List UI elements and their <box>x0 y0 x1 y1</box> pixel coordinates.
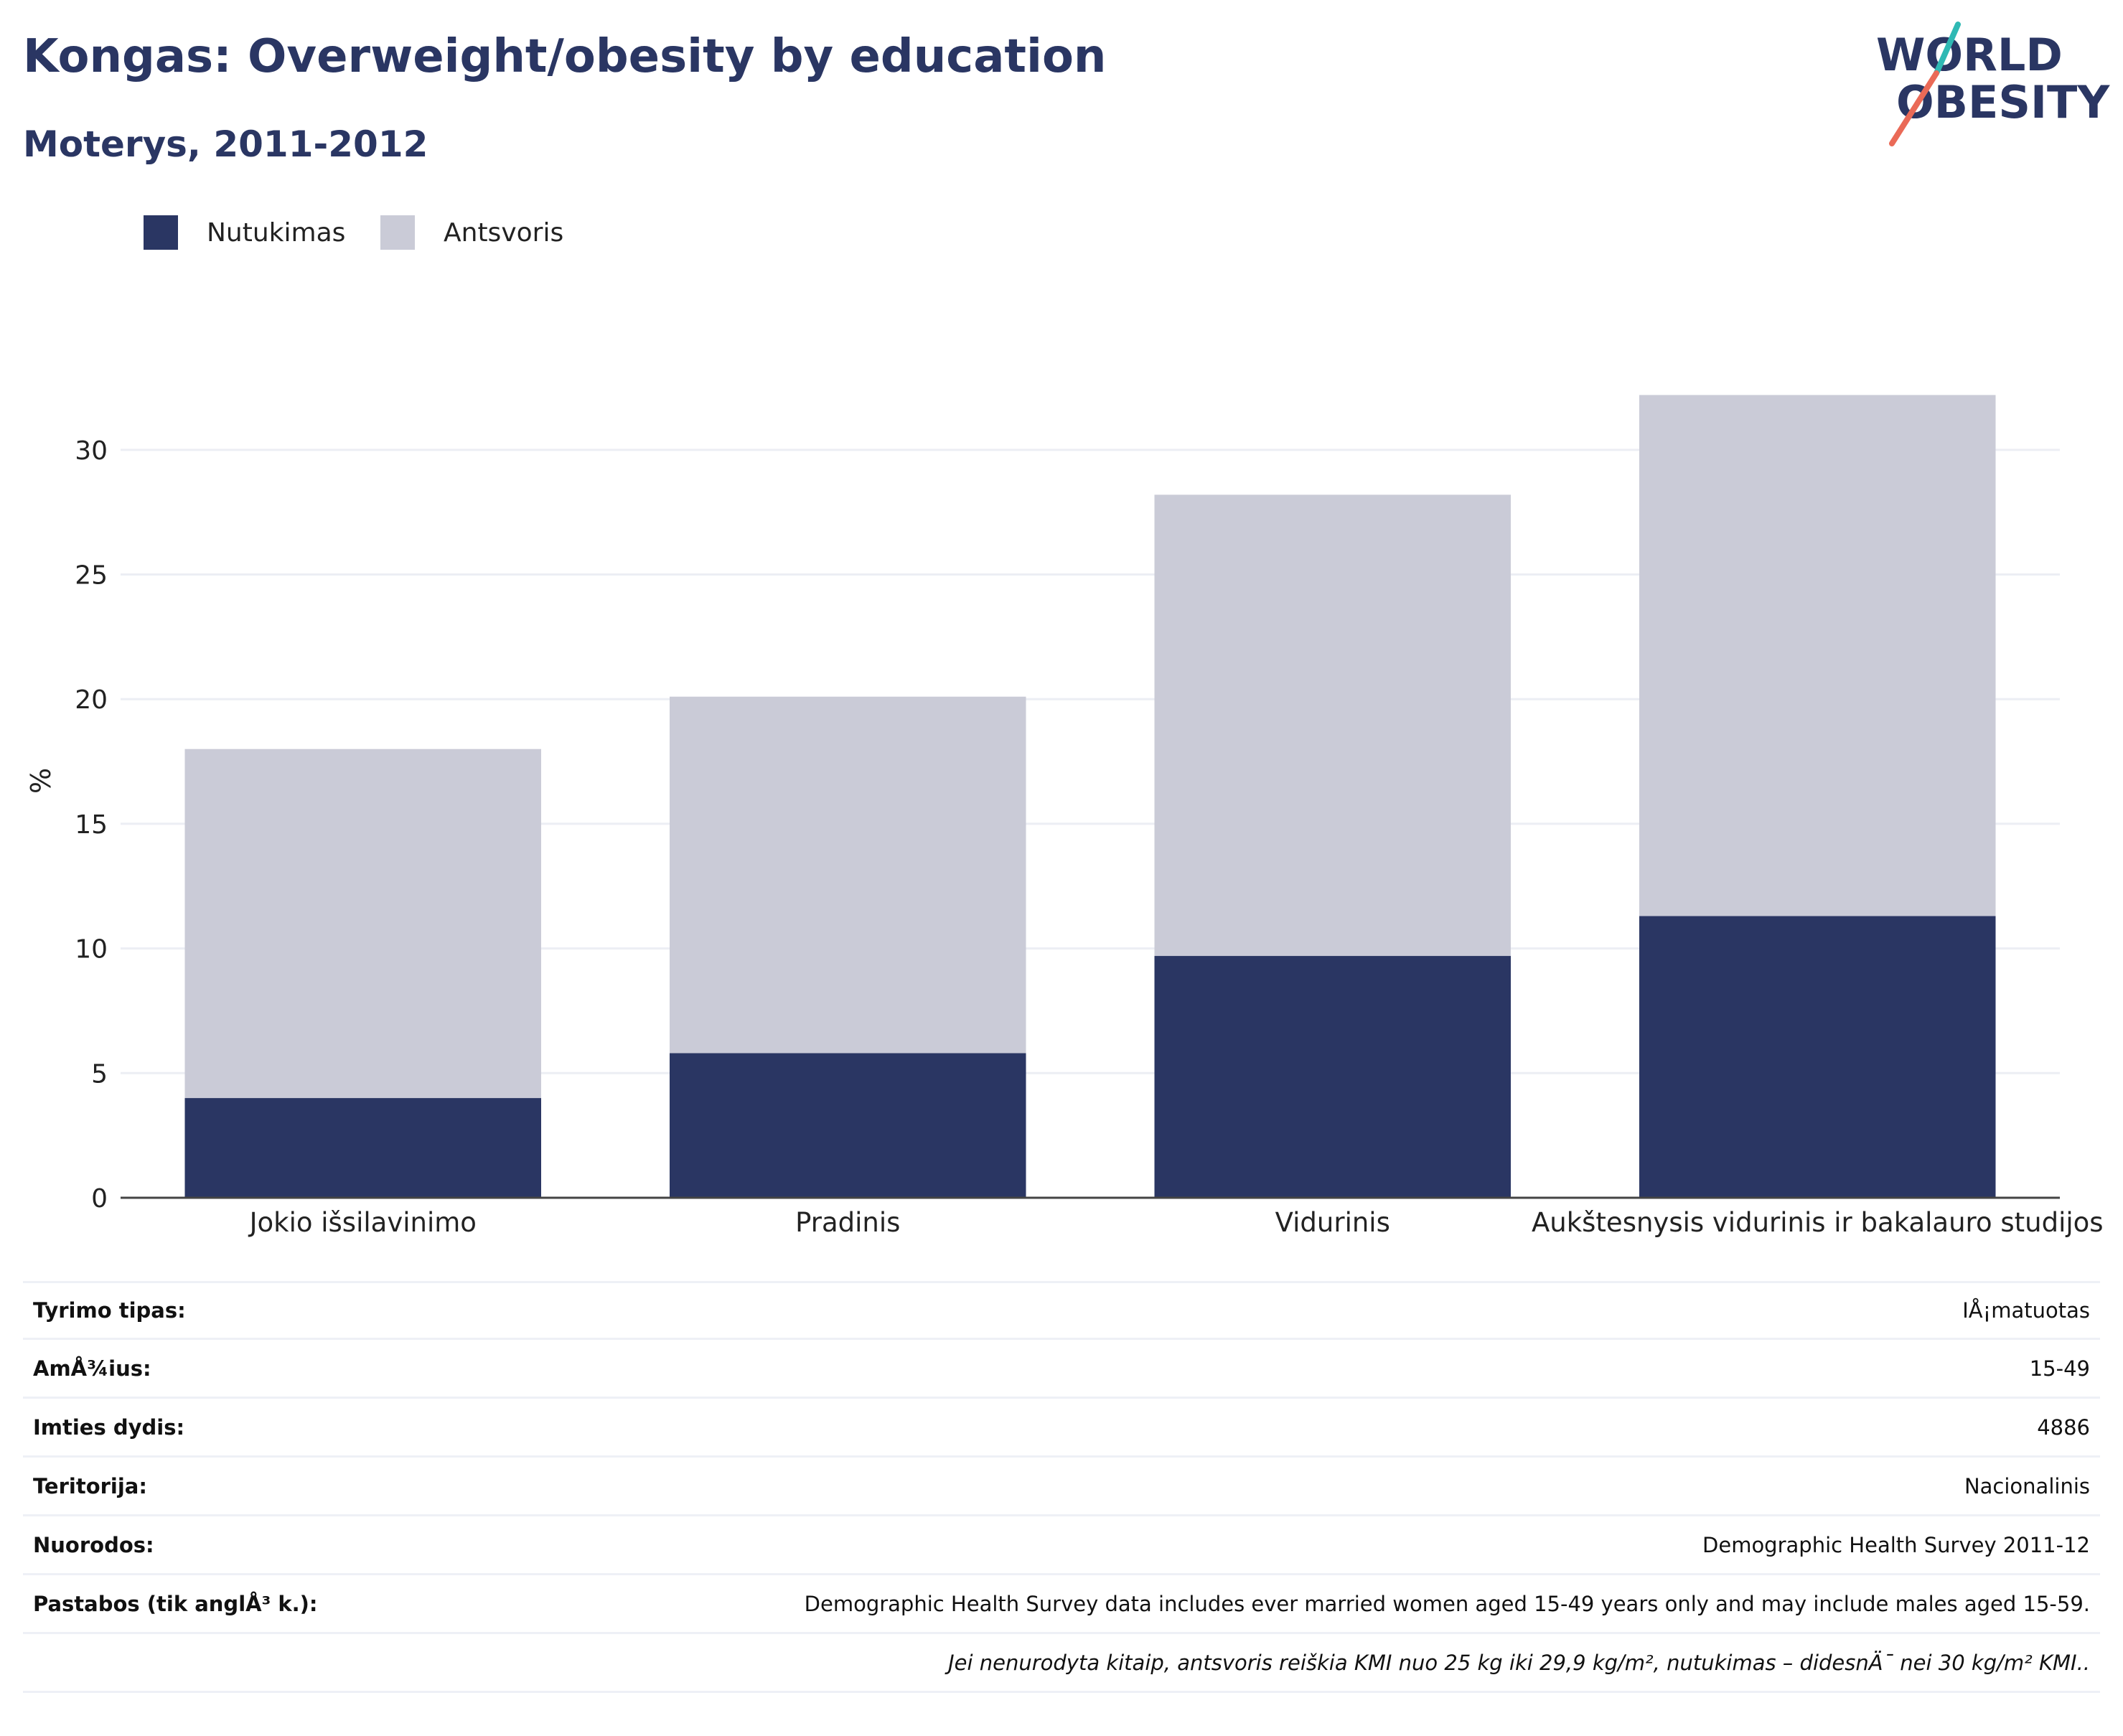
y-tick-label-30: 30 <box>75 436 108 466</box>
meta-row-sample-size: Imties dydis: 4886 <box>23 1399 2100 1458</box>
meta-row-age: AmÅ¾ius: 15-49 <box>23 1340 2100 1399</box>
survey-details-table: Tyrimo tipas: IÅ¡matuotas AmÅ¾ius: 15-49… <box>23 1281 2100 1693</box>
y-tick-label-20: 20 <box>75 685 108 715</box>
bar-antsvoris-2 <box>1155 494 1511 956</box>
bar-antsvoris-0 <box>185 749 541 1098</box>
meta-label-notes: Pastabos (tik anglÅ³ k.): <box>33 1592 318 1616</box>
bmi-definition-footnote: Jei nenurodyta kitaip, antsvoris reiškia… <box>948 1651 2090 1675</box>
x-tick-label-3: Aukštesnysis vidurinis ir bakalauro stud… <box>1532 1207 2104 1238</box>
meta-row-notes: Pastabos (tik anglÅ³ k.): Demographic He… <box>23 1575 2100 1634</box>
y-tick-label-0: 0 <box>91 1184 108 1214</box>
meta-label-survey-type: Tyrimo tipas: <box>33 1298 186 1323</box>
meta-row-references: Nuorodos: Demographic Health Survey 2011… <box>23 1516 2100 1575</box>
bar-nutukimas-2 <box>1155 956 1511 1198</box>
meta-row-survey-type: Tyrimo tipas: IÅ¡matuotas <box>23 1281 2100 1340</box>
meta-value-notes: Demographic Health Survey data includes … <box>805 1592 2090 1616</box>
y-tick-label-10: 10 <box>75 935 108 965</box>
footnote-row: Jei nenurodyta kitaip, antsvoris reiškia… <box>23 1634 2100 1693</box>
meta-value-territory: Nacionalinis <box>1964 1474 2090 1498</box>
meta-label-age: AmÅ¾ius: <box>33 1356 151 1381</box>
bar-nutukimas-3 <box>1639 916 1995 1198</box>
y-tick-label-5: 5 <box>91 1059 108 1089</box>
meta-label-references: Nuorodos: <box>33 1533 154 1557</box>
x-tick-label-2: Vidurinis <box>1275 1207 1390 1238</box>
meta-row-territory: Teritorija: Nacionalinis <box>23 1458 2100 1516</box>
bar-nutukimas-0 <box>185 1098 541 1198</box>
y-tick-label-25: 25 <box>75 561 108 591</box>
meta-value-survey-type: IÅ¡matuotas <box>1962 1298 2090 1323</box>
y-axis-label: % <box>25 768 57 794</box>
meta-value-references: Demographic Health Survey 2011-12 <box>1702 1533 2090 1557</box>
x-tick-label-1: Pradinis <box>795 1207 900 1238</box>
meta-value-sample-size: 4886 <box>2037 1415 2090 1440</box>
meta-label-sample-size: Imties dydis: <box>33 1415 184 1440</box>
bar-antsvoris-1 <box>670 697 1026 1054</box>
y-tick-label-15: 15 <box>75 810 108 840</box>
bar-nutukimas-1 <box>670 1054 1026 1198</box>
meta-label-territory: Teritorija: <box>33 1474 147 1498</box>
x-tick-label-0: Jokio išsilavinimo <box>248 1207 477 1238</box>
stacked-bar-chart: 0 5 10 15 20 25 30% Jokio išsilavinimo Pradinis V… <box>0 0 2123 1263</box>
bar-antsvoris-3 <box>1639 395 1995 916</box>
meta-value-age: 15-49 <box>2030 1356 2090 1381</box>
